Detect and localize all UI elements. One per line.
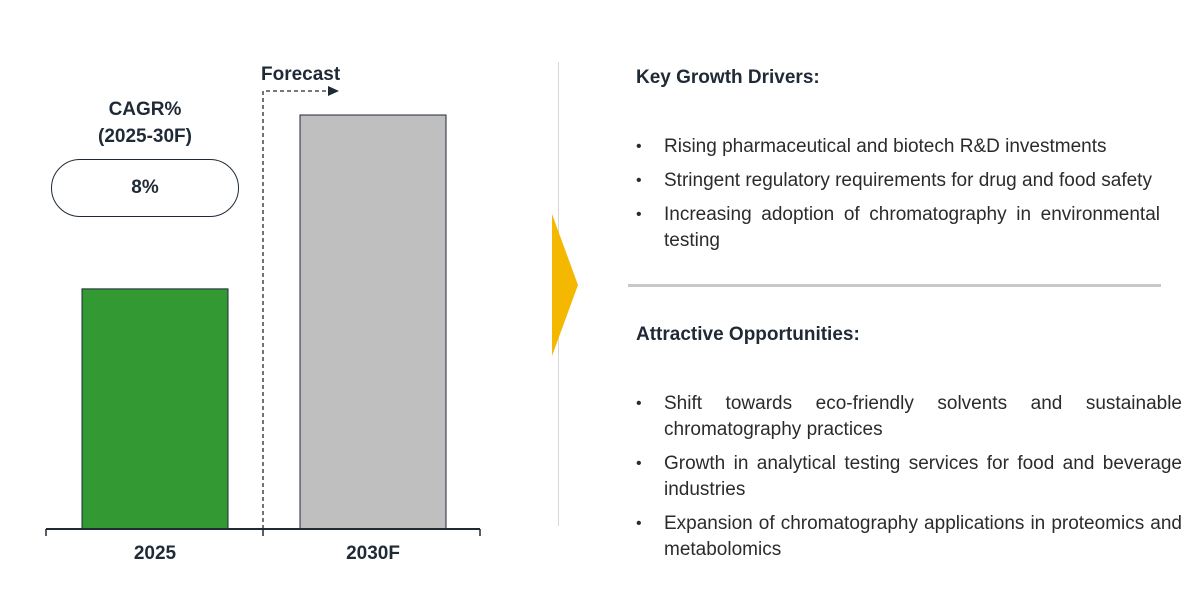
forecast-label: Forecast xyxy=(261,64,341,85)
bullet-icon: • xyxy=(636,455,642,472)
market-chart: CAGR% (2025-30F) 8% Forecast 2025 2030F xyxy=(0,0,540,600)
driver-text: Increasing adoption of chromatography in… xyxy=(664,204,1160,251)
cagr-value: 8% xyxy=(131,177,159,198)
x-tick-label-2030f: 2030F xyxy=(346,543,400,564)
list-item: • Growth in analytical testing services f… xyxy=(634,451,1182,503)
list-item: • Stringent regulatory requirements for d… xyxy=(634,168,1160,194)
opportunity-text: Expansion of chromatography applications… xyxy=(664,513,1182,560)
list-item: • Increasing adoption of chromatography i… xyxy=(634,202,1160,254)
growth-drivers-list: • Rising pharmaceutical and biotech R&D i… xyxy=(634,134,1160,262)
list-item: • Expansion of chromatography application… xyxy=(634,511,1182,563)
attractive-opportunities-title: Attractive Opportunities: xyxy=(636,324,860,345)
cagr-title: CAGR% (2025-30F) xyxy=(55,96,235,150)
opportunities-list: • Shift towards eco-friendly solvents and… xyxy=(634,391,1182,571)
key-growth-drivers-title: Key Growth Drivers: xyxy=(636,67,820,88)
forecast-arrow-head-icon xyxy=(328,86,339,96)
chevron-arrow-icon xyxy=(552,214,578,356)
bar-2025 xyxy=(81,288,229,530)
forecast-dashed-line xyxy=(262,90,328,529)
horizontal-divider xyxy=(628,284,1161,287)
bullet-icon: • xyxy=(636,138,642,155)
list-item: • Shift towards eco-friendly solvents and… xyxy=(634,391,1182,443)
x-tick-label-2025: 2025 xyxy=(133,543,177,564)
bullet-icon: • xyxy=(636,206,642,223)
opportunity-text: Shift towards eco-friendly solvents and … xyxy=(664,393,1182,440)
list-item: • Rising pharmaceutical and biotech R&D i… xyxy=(634,134,1160,160)
driver-text: Stringent regulatory requirements for dr… xyxy=(664,170,1152,191)
opportunity-text: Growth in analytical testing services fo… xyxy=(664,453,1182,500)
bar-2030f xyxy=(299,114,447,530)
bar-chart-svg xyxy=(45,86,481,536)
cagr-value-pill: 8% xyxy=(51,159,239,217)
bullet-icon: • xyxy=(636,172,642,189)
cagr-title-line2: (2025-30F) xyxy=(98,126,192,147)
cagr-title-line1: CAGR% xyxy=(108,99,182,120)
bullet-icon: • xyxy=(636,395,642,412)
driver-text: Rising pharmaceutical and biotech R&D in… xyxy=(664,136,1107,157)
bullet-icon: • xyxy=(636,515,642,532)
